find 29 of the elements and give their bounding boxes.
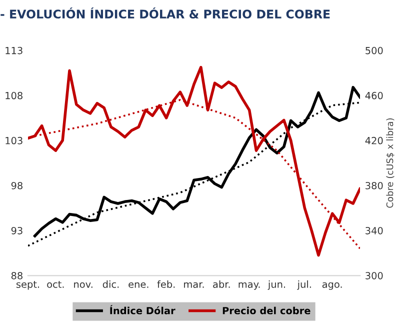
y2-tick-label: 300 — [366, 272, 383, 280]
legend-label: Índice Dólar — [110, 305, 176, 314]
x-tick-label: ene. — [128, 282, 148, 288]
y2-tick-label: 420 — [365, 136, 383, 144]
y-tick-label: 108 — [6, 92, 22, 100]
x-tick-label: ago. — [322, 282, 342, 290]
y2-tick-label: 340 — [366, 226, 383, 234]
y-tick-label: 93 — [11, 226, 22, 234]
x-tick-label: dic. — [102, 280, 119, 288]
x-tick-label: sept. — [16, 280, 40, 290]
x-tick-label: jul. — [297, 280, 311, 290]
x-tick-label: abr. — [213, 280, 230, 288]
y-tick-label: 88 — [11, 272, 22, 280]
y-tick-label: 103 — [6, 136, 22, 144]
y-tick-label: 113 — [6, 46, 22, 54]
x-tick-label: oct. — [47, 280, 64, 288]
y2-tick-label: 460 — [365, 92, 383, 100]
x-tick-label: may. — [238, 282, 260, 290]
x-tick-label: nov. — [74, 282, 92, 288]
line-series — [28, 66, 360, 257]
y2-tick-label: 500 — [366, 46, 383, 54]
y2-tick-label: 380 — [366, 182, 383, 190]
x-tick-label: mar. — [184, 282, 204, 288]
chart-title: - EVOLUCIÓN ÍNDICE DÓLAR & PRECIO DEL COBRE — [0, 7, 330, 19]
y-tick-label: 98 — [11, 182, 22, 190]
x-tick-label: feb. — [157, 280, 175, 288]
x-tick-label: jun. — [268, 280, 286, 290]
y2-axis-title: Cobre (cUS$ x libra) — [386, 118, 394, 208]
legend-label: Precio del cobre — [222, 306, 310, 314]
